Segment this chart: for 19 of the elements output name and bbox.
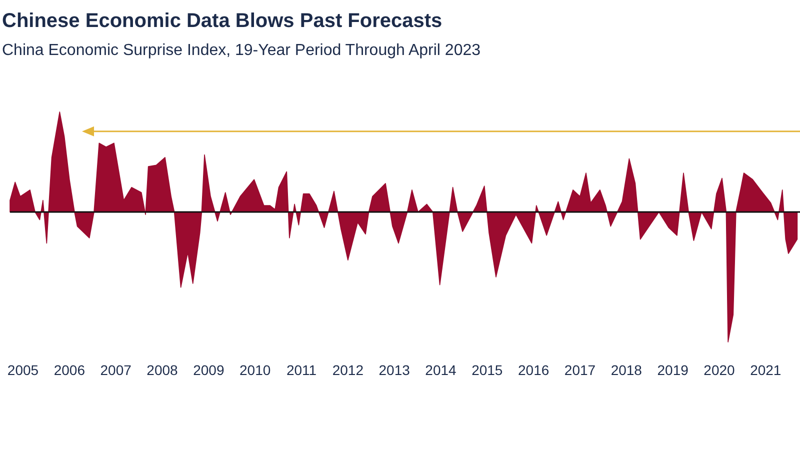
x-tick-label: 2007 bbox=[100, 362, 132, 378]
x-tick-label: 2016 bbox=[518, 362, 550, 378]
x-tick-label: 2009 bbox=[193, 362, 224, 378]
x-tick-label: 2013 bbox=[378, 362, 410, 378]
x-tick-label: 2012 bbox=[332, 362, 364, 378]
x-tick-label: 2017 bbox=[564, 362, 596, 378]
x-tick-label: 2014 bbox=[425, 362, 457, 378]
x-tick-label: 2011 bbox=[286, 362, 317, 378]
chart-subtitle: China Economic Surprise Index, 19-Year Period Through April 2023 bbox=[2, 42, 481, 59]
x-tick-label: 2006 bbox=[54, 362, 86, 378]
x-tick-label: 2010 bbox=[240, 362, 271, 378]
x-tick-label: 2005 bbox=[7, 362, 39, 378]
chart-title: Chinese Economic Data Blows Past Forecasts bbox=[2, 10, 442, 32]
x-tick-label: 2021 bbox=[750, 362, 782, 378]
x-tick-label: 2018 bbox=[610, 362, 642, 378]
x-tick-label: 2020 bbox=[704, 362, 736, 378]
x-tick-label: 2008 bbox=[146, 362, 178, 378]
x-tick-label: 2019 bbox=[657, 362, 689, 378]
x-tick-label: 2015 bbox=[472, 362, 503, 378]
